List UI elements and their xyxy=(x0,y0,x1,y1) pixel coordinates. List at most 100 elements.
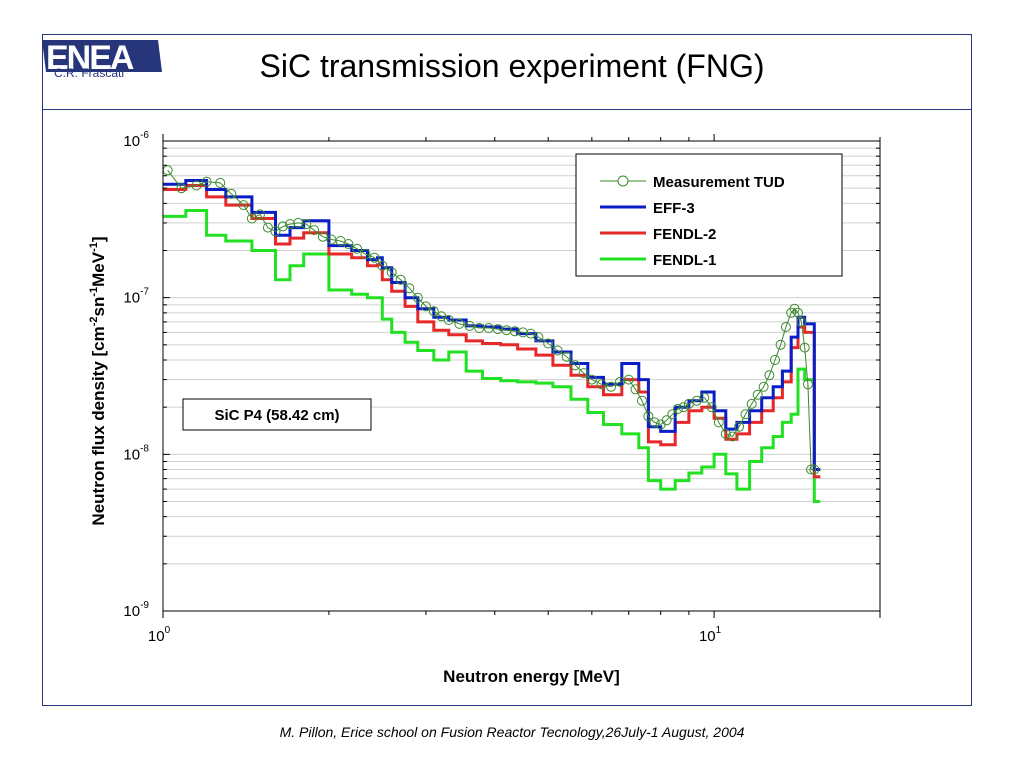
data-point xyxy=(673,403,683,414)
data-point xyxy=(649,417,660,428)
y-tick-exponent: -7 xyxy=(140,287,149,298)
data-point xyxy=(369,252,380,263)
data-point xyxy=(643,411,654,422)
data-point xyxy=(720,428,731,439)
data-point xyxy=(606,381,616,392)
data-point xyxy=(270,226,281,237)
annotation-box xyxy=(182,398,372,431)
data-point xyxy=(637,395,647,406)
title-divider xyxy=(42,109,972,110)
y-axis-label-part: MeV xyxy=(89,251,108,287)
data-point xyxy=(246,213,257,224)
y-axis-label-part: -1 xyxy=(88,242,100,252)
data-point xyxy=(201,176,212,187)
data-point xyxy=(285,219,295,230)
data-point xyxy=(770,355,780,365)
data-point xyxy=(661,415,672,426)
data-point xyxy=(570,360,581,371)
data-point xyxy=(343,239,354,249)
y-tick-exponent: -8 xyxy=(140,443,149,454)
series-layer xyxy=(162,165,821,503)
data-point xyxy=(395,274,406,285)
x-tick-label: 101 xyxy=(699,625,722,645)
data-point xyxy=(667,409,678,420)
data-point xyxy=(799,342,810,353)
data-point xyxy=(775,339,786,350)
series-line-fendl-1 xyxy=(163,209,821,503)
footer-citation: M. Pillon, Erice school on Fusion Reacto… xyxy=(279,724,745,740)
data-point xyxy=(277,221,288,232)
data-point xyxy=(586,374,597,385)
y-tick-label: 10-7 xyxy=(123,287,149,307)
y-axis-label-part: ] xyxy=(89,236,108,242)
data-point xyxy=(454,318,465,329)
data-point xyxy=(752,389,763,400)
legend-label-eff-3: EFF-3 xyxy=(653,200,695,217)
data-point xyxy=(176,183,187,194)
data-point xyxy=(713,417,724,428)
data-point xyxy=(464,320,475,331)
data-point xyxy=(793,307,803,318)
data-point xyxy=(699,392,710,403)
data-point xyxy=(238,200,249,211)
data-point xyxy=(809,464,820,475)
data-point xyxy=(215,177,226,188)
data-point xyxy=(309,225,320,236)
y-axis-label-part: -1 xyxy=(88,287,100,297)
legend: Measurement TUD EFF-3 FENDL-2 FENDL-1 xyxy=(575,153,843,277)
data-point xyxy=(404,283,415,294)
data-point xyxy=(727,431,738,442)
x-tick-exponent: 1 xyxy=(716,625,722,636)
annotation-text: SiC P4 (58.42 cm) xyxy=(214,407,339,424)
y-tick-label: 10-8 xyxy=(123,443,149,463)
y-axis-label-part: -2 xyxy=(88,316,100,326)
data-point xyxy=(780,322,791,332)
legend-label-fendl-1: FENDL-1 xyxy=(653,252,716,269)
data-point xyxy=(802,379,813,390)
data-point xyxy=(596,379,607,390)
series-line-measurement-tud xyxy=(167,169,815,470)
x-tick-label: 100 xyxy=(148,625,171,645)
data-point xyxy=(412,292,423,303)
data-point xyxy=(623,374,634,385)
data-point xyxy=(740,409,751,420)
logo-wordmark: ENEA xyxy=(46,39,134,77)
data-point xyxy=(764,370,775,381)
data-point xyxy=(443,315,454,325)
y-tick-label: 10-9 xyxy=(123,600,149,620)
data-point xyxy=(533,332,544,343)
data-point xyxy=(552,345,563,356)
axes: 10-9 10-8 10-7 1 0 -6 100 101 Neutron energy [Me… xyxy=(88,130,881,686)
legend-label-fendl-2: FENDL-2 xyxy=(653,226,716,243)
data-point xyxy=(301,219,312,230)
data-point xyxy=(352,243,363,254)
y-tick-exponent: -9 xyxy=(140,600,149,611)
data-point xyxy=(377,260,388,271)
data-point xyxy=(428,306,439,317)
data-point xyxy=(255,209,265,220)
data-point xyxy=(561,351,572,362)
x-axis-label: Neutron energy [MeV] xyxy=(443,667,620,686)
legend-marker-measurement-tud xyxy=(617,175,629,187)
legend-label-measurement-tud: Measurement TUD xyxy=(653,174,785,191)
x-tick-exponent: 0 xyxy=(165,625,171,636)
legend-box xyxy=(575,153,843,277)
data-point xyxy=(758,381,769,392)
data-point xyxy=(293,217,304,228)
enea-logo: ENEA xyxy=(42,39,162,77)
y-axis-label: Neutron flux density [cm-2sn-1MeV-1] xyxy=(88,236,108,525)
y-axis-label-part: Neutron flux density [cm xyxy=(89,326,108,525)
slide-title: SiC transmission experiment (FNG) xyxy=(259,48,765,84)
data-point xyxy=(678,402,689,413)
logo-caption: C.R. Frascati xyxy=(54,66,125,80)
annotation: SiC P4 (58.42 cm) xyxy=(182,398,372,431)
plot-frame xyxy=(162,140,881,612)
data-point xyxy=(518,327,528,338)
y-tick-exponent: -6 xyxy=(140,130,149,141)
data-point xyxy=(509,326,520,337)
data-point xyxy=(746,398,757,409)
data-point xyxy=(706,402,717,413)
data-point xyxy=(326,234,337,245)
data-point xyxy=(543,338,554,349)
slide-frame xyxy=(42,34,972,706)
